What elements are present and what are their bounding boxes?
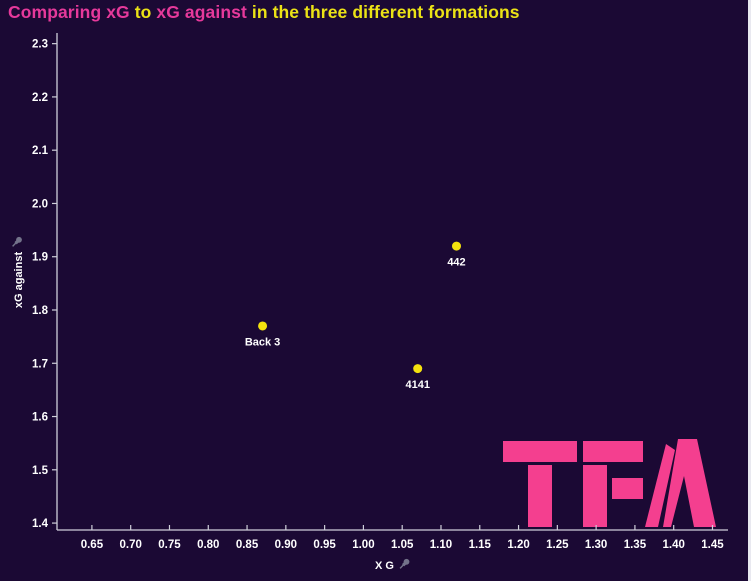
data-point[interactable] (413, 364, 423, 374)
x-tick-label: 1.10 (430, 539, 452, 551)
y-tick-label: 2.3 (32, 39, 48, 51)
x-tick-label: 0.80 (197, 539, 219, 551)
tfa-logo-t-stem (528, 465, 552, 527)
axes-layer: 0.65 0.70 0.75 0.80 0.85 0.90 0.95 1.00 1.05 1.10… (32, 33, 728, 551)
y-tick-label: 2.2 (32, 92, 48, 104)
tfa-logo-f-mid (612, 478, 643, 499)
points-layer: Back 3 4141 442 (245, 241, 466, 391)
tfa-logo-t-bar (503, 441, 577, 462)
x-tick-label: 1.20 (507, 539, 529, 551)
title-segment: xG against (151, 2, 252, 22)
pushpin-needle (12, 241, 17, 247)
x-tick-label: 1.00 (352, 539, 374, 551)
tfa-logo-watermark (503, 439, 716, 527)
y-tick-label: 1.7 (32, 358, 48, 370)
x-axis-pushpin-icon[interactable] (399, 558, 410, 569)
x-tick-label: 0.70 (119, 539, 141, 551)
pushpin-flange (14, 237, 22, 245)
pushpin-needle (399, 563, 405, 569)
axis-labels-layer: X G xG against (12, 236, 410, 572)
pushpin-flange (401, 559, 410, 567)
x-tick-label: 1.25 (546, 539, 569, 551)
x-tick-label: 1.30 (585, 539, 607, 551)
title-segment: Comparing xG (8, 2, 135, 22)
tfa-logo-f-stem (583, 465, 607, 527)
data-point-label: 442 (447, 257, 465, 269)
chart-title: Comparing xG to xG against in the three … (8, 2, 520, 23)
x-tick-label: 1.15 (469, 539, 492, 551)
data-point-label: 4141 (405, 379, 429, 391)
title-segment: to (134, 2, 152, 22)
y-tick-label: 2.1 (32, 145, 49, 157)
x-tick-label: 0.90 (275, 539, 297, 551)
x-tick-label: 1.35 (624, 539, 647, 551)
tfa-logo-a-body (663, 439, 716, 527)
y-tick-label: 1.8 (32, 305, 49, 317)
y-axis-pushpin-icon[interactable] (12, 236, 22, 247)
title-segment: in the three different formations (251, 2, 520, 22)
x-tick-label: 1.05 (391, 539, 414, 551)
x-tick-label: 0.85 (236, 539, 259, 551)
y-tick-label: 1.6 (32, 412, 48, 424)
y-tick-label: 1.5 (32, 465, 49, 477)
y-axis-label: xG against (13, 252, 25, 309)
y-tick-label: 1.9 (32, 252, 48, 264)
x-tick-label: 0.95 (313, 539, 336, 551)
x-tick-label: 0.75 (158, 539, 181, 551)
tfa-logo-f-bar (583, 441, 643, 462)
data-point[interactable] (451, 241, 461, 251)
y-tick-label: 1.4 (32, 518, 49, 530)
x-tick-label: 1.40 (663, 539, 685, 551)
data-point[interactable] (258, 321, 268, 331)
x-tick-label: 0.65 (81, 539, 104, 551)
x-axis-label: X G (375, 560, 394, 572)
data-point-label: Back 3 (245, 336, 280, 348)
y-tick-label: 2.0 (32, 198, 48, 210)
tfa-logo-a-band (645, 444, 675, 527)
x-tick-label: 1.45 (701, 539, 724, 551)
